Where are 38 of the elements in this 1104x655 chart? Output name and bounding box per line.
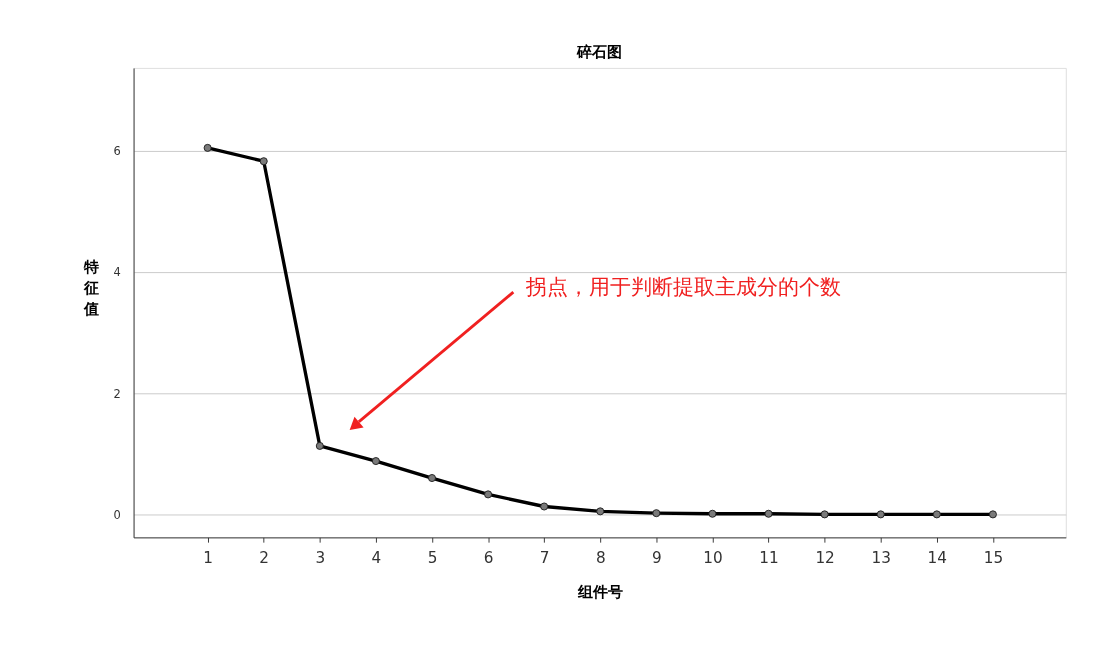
point: [203, 143, 212, 152]
x-axis-title: 组件号: [576, 583, 623, 602]
point: [988, 510, 997, 519]
y-tick-label: 6: [113, 144, 121, 159]
point: [708, 509, 717, 518]
x-tick-label: 10: [703, 548, 723, 567]
x-tick-label: 6: [483, 548, 494, 567]
point: [596, 507, 605, 516]
x-tick-label: 5: [427, 548, 438, 567]
x-tick-label: 11: [759, 548, 779, 567]
x-tick-label: 14: [927, 548, 947, 567]
x-tick-label: 13: [871, 548, 891, 567]
chart-title: 碎石图: [576, 43, 623, 62]
y-tick-label: 4: [113, 265, 121, 280]
point: [427, 474, 437, 483]
point: [315, 441, 324, 450]
point: [371, 457, 380, 466]
x-tick-label: 4: [371, 548, 382, 567]
annotation: 拐点，用于判断提取主成分的个数: [524, 275, 841, 300]
y-tick-label: 2: [113, 386, 121, 401]
point: [764, 509, 773, 518]
point: [259, 157, 268, 166]
x-tick-label: 1: [203, 548, 213, 567]
x-tick-label: 2: [259, 548, 270, 567]
point: [820, 510, 829, 519]
x-tick-label: 12: [815, 548, 835, 567]
point: [652, 509, 661, 518]
y-tick-label: 0: [113, 507, 121, 522]
point: [484, 490, 493, 499]
x-tick-label: 9: [651, 548, 662, 567]
point: [876, 510, 885, 519]
point: [540, 502, 549, 511]
y-axis-title: 特征值: [82, 257, 99, 318]
x-tick-label: 8: [595, 548, 606, 567]
x-tick-label: 7: [539, 548, 550, 567]
x-tick-label: 15: [983, 548, 1004, 567]
point: [932, 510, 941, 519]
x-tick-label: 3: [315, 548, 326, 567]
